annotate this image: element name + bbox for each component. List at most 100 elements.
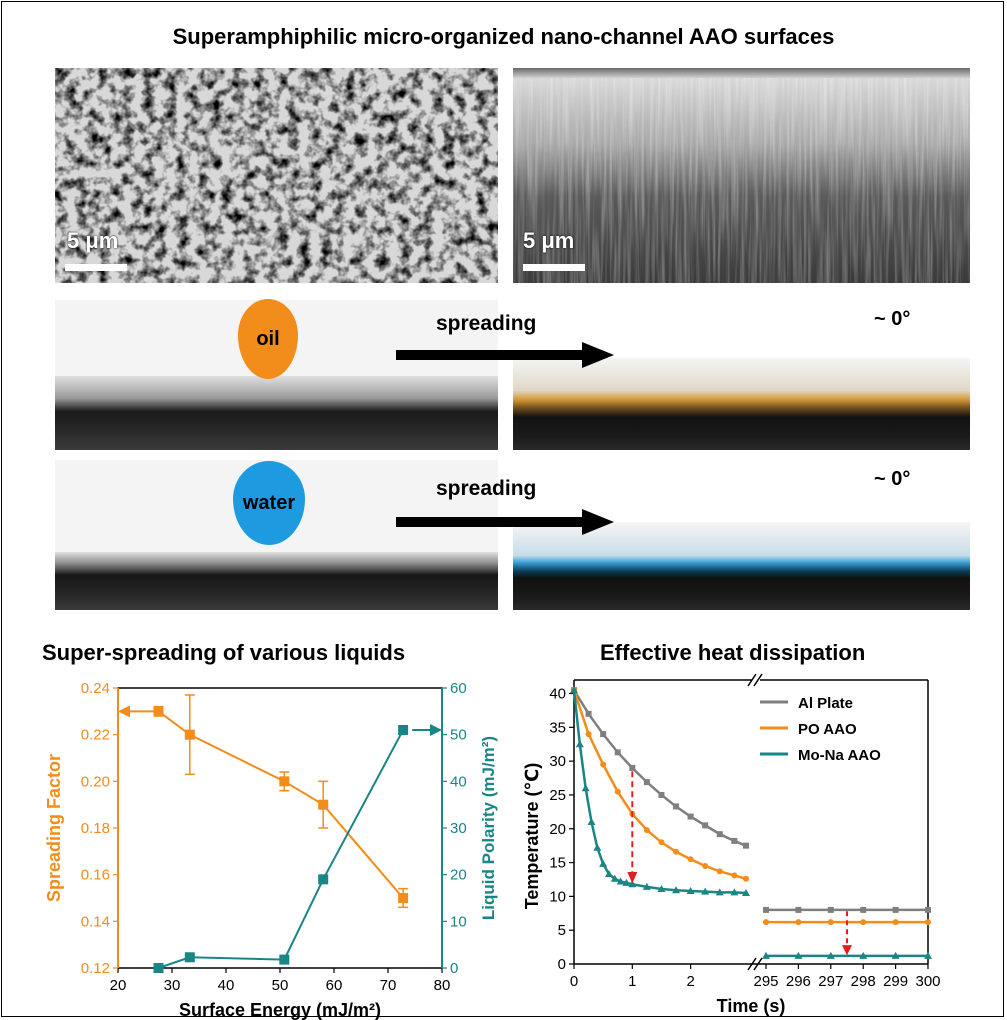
y-right-tick-label: 10 [450, 913, 467, 930]
y-right-tick-label: 50 [450, 727, 467, 744]
series-marker [763, 919, 769, 926]
liquid-polarity-point [318, 874, 329, 885]
late-reduction-arrow-head [842, 945, 852, 956]
x-tick-label: 80 [434, 977, 451, 994]
legend-label: Al Plate [798, 695, 853, 712]
series-marker [673, 803, 680, 810]
series-marker [892, 919, 899, 926]
series-marker [687, 813, 694, 820]
y-left-tick-label: 0.16 [81, 867, 110, 884]
series-marker [599, 859, 608, 867]
series-marker [762, 951, 770, 959]
y-left-tick-label: 0.24 [81, 680, 110, 697]
spreading-label-water: spreading [436, 477, 537, 500]
series-marker [860, 906, 867, 913]
series-marker [716, 868, 723, 875]
contact-angle-oil: ~ 0° [874, 308, 911, 330]
liquid-polarity-point [279, 954, 290, 965]
y-left-tick-label: 0.12 [81, 960, 110, 977]
y-tick-label: 5 [558, 922, 566, 939]
series-marker [581, 784, 590, 792]
y-tick-label: 15 [549, 855, 566, 872]
series-marker [622, 878, 631, 886]
y-right-tick-label: 30 [450, 820, 467, 837]
water-label: water [242, 491, 296, 514]
x-tick-label: 20 [110, 977, 127, 994]
contact-angle-water: ~ 0° [874, 468, 911, 490]
x-axis-title: Time (s) [717, 996, 786, 1016]
spreading-factor-point [279, 776, 290, 787]
y-right-tick-label: 0 [450, 960, 458, 977]
x-tick-label: 1 [628, 973, 636, 990]
x-tick-label: 50 [272, 977, 289, 994]
water-droplet: water [233, 461, 305, 545]
y-tick-label: 40 [549, 686, 566, 703]
series-marker [795, 906, 802, 913]
x-tick-label: 30 [164, 977, 181, 994]
water-drop-after-image [513, 522, 970, 610]
series-line-early [572, 690, 747, 895]
axis-break-mark [753, 673, 763, 687]
right-panel-title: Effective heat dissipation [600, 640, 866, 665]
figure-title: Superamphiphilic micro-organized nano-ch… [172, 24, 835, 49]
x-tick-label: 2 [686, 973, 694, 990]
series-marker [794, 951, 803, 959]
series-marker [642, 882, 651, 890]
scale-bar-label-right: 5 μm [523, 228, 575, 253]
series-marker [643, 779, 650, 786]
y-right-tick-label: 20 [450, 867, 467, 884]
left-panel-title: Super-spreading of various liquids [42, 640, 406, 665]
series-marker [616, 877, 625, 885]
series-marker [730, 888, 739, 896]
spreading-arrow-oil [396, 342, 616, 373]
y-right-tick-label: 40 [450, 773, 467, 790]
series-marker [628, 880, 637, 888]
y-axis-title: Temperature (℃) [522, 763, 542, 910]
y-tick-label: 30 [549, 753, 566, 770]
water-drop-before-image [55, 460, 498, 610]
series-marker [827, 919, 834, 926]
series-marker [585, 731, 592, 738]
sem-cross-section-image: 5 μm [513, 68, 970, 283]
series-marker [743, 875, 749, 882]
series-marker [716, 831, 723, 838]
liquid-polarity-point [153, 963, 164, 973]
series-marker [891, 951, 900, 959]
series-marker [925, 906, 931, 913]
series-marker [924, 951, 932, 959]
series-marker [702, 862, 709, 869]
y-left-tick-label: 0.20 [81, 773, 110, 790]
y-left-tick-label: 0.18 [81, 820, 110, 837]
x-tick-label: 298 [851, 973, 876, 990]
y-tick-label: 20 [549, 821, 566, 838]
series-marker [686, 886, 695, 894]
series-marker [742, 889, 750, 896]
series-marker [658, 791, 665, 798]
series-marker [731, 837, 738, 844]
x-tick-label: 40 [218, 977, 235, 994]
axis-break-mark [753, 957, 763, 971]
series-marker [575, 740, 584, 748]
sem-top-view-image: 5 μm [55, 68, 498, 283]
series-marker [860, 919, 867, 926]
series-marker [892, 906, 899, 913]
y-tick-label: 0 [558, 956, 566, 973]
y-left-tick-label: 0.14 [81, 913, 110, 930]
oil-drop-after-image [513, 358, 970, 450]
series-marker [859, 951, 868, 959]
series-marker [585, 710, 592, 717]
x-tick-label: 297 [818, 973, 843, 990]
y-left-tick-label: 0.22 [81, 727, 110, 744]
series-marker [587, 818, 596, 825]
series-marker [610, 874, 619, 882]
series-marker [658, 839, 665, 846]
scale-bar-right [523, 264, 585, 271]
x-tick-label: 296 [786, 973, 811, 990]
reduction-arrow-head [627, 872, 638, 884]
liquid-polarity-line [158, 729, 405, 969]
series-marker [604, 870, 613, 878]
x-tick-label: 0 [570, 973, 578, 990]
series-marker [795, 919, 802, 926]
series-marker [702, 822, 709, 829]
